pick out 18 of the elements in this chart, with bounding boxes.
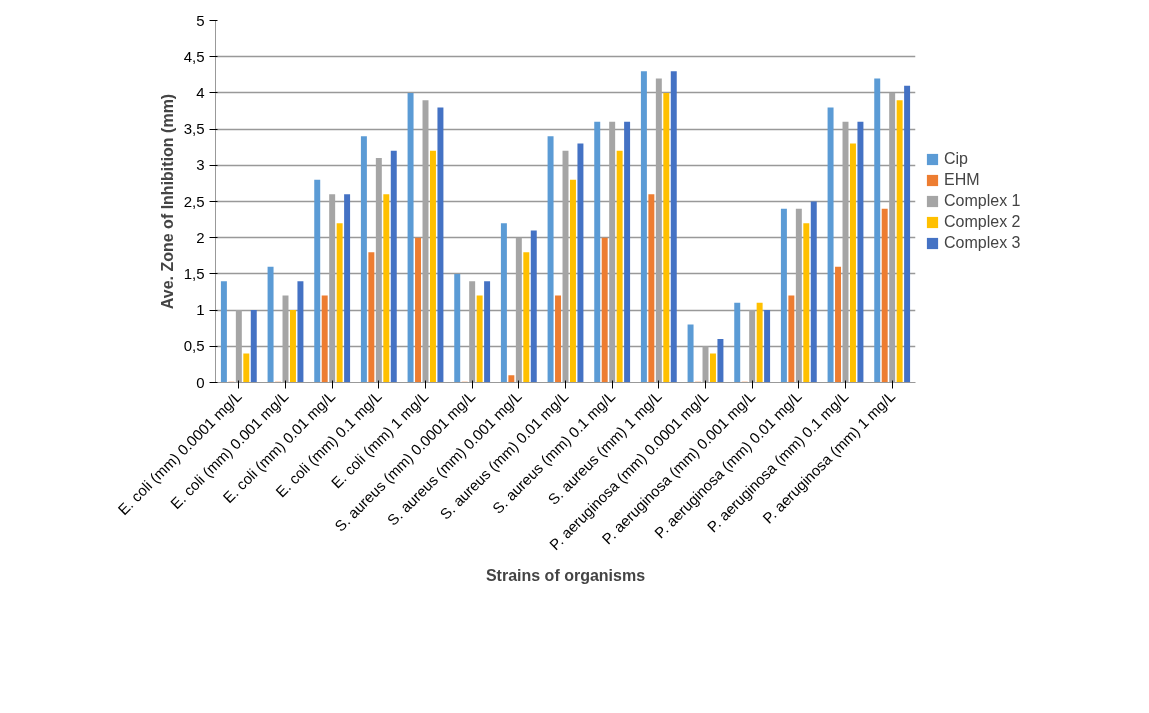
y-tick-label: 1,5	[183, 264, 205, 282]
y-tick-label: 0	[196, 373, 205, 391]
y-tick-label: 2,5	[183, 192, 205, 210]
y-tick-label: 3	[196, 156, 205, 174]
y-tick-label: 2	[196, 228, 205, 246]
legend-label: Complex 2	[944, 213, 1021, 231]
y-tick-label: 4,5	[183, 47, 205, 65]
legend-label: Complex 3	[944, 234, 1021, 252]
y-tick-label: 3,5	[183, 120, 205, 138]
legend-label: Complex 1	[944, 192, 1021, 210]
legend-label: EHM	[944, 171, 980, 189]
legend-label: Cip	[944, 150, 969, 168]
y-tick-label: 0,5	[183, 337, 205, 355]
x-axis-title: Strains of organisms	[485, 567, 646, 585]
y-tick-label: 1	[196, 301, 205, 319]
y-tick-label: 4	[196, 83, 205, 101]
y-tick-label: 5	[196, 11, 205, 29]
y-axis-title: Ave. Zone of Inhibition (mm)	[158, 93, 176, 310]
